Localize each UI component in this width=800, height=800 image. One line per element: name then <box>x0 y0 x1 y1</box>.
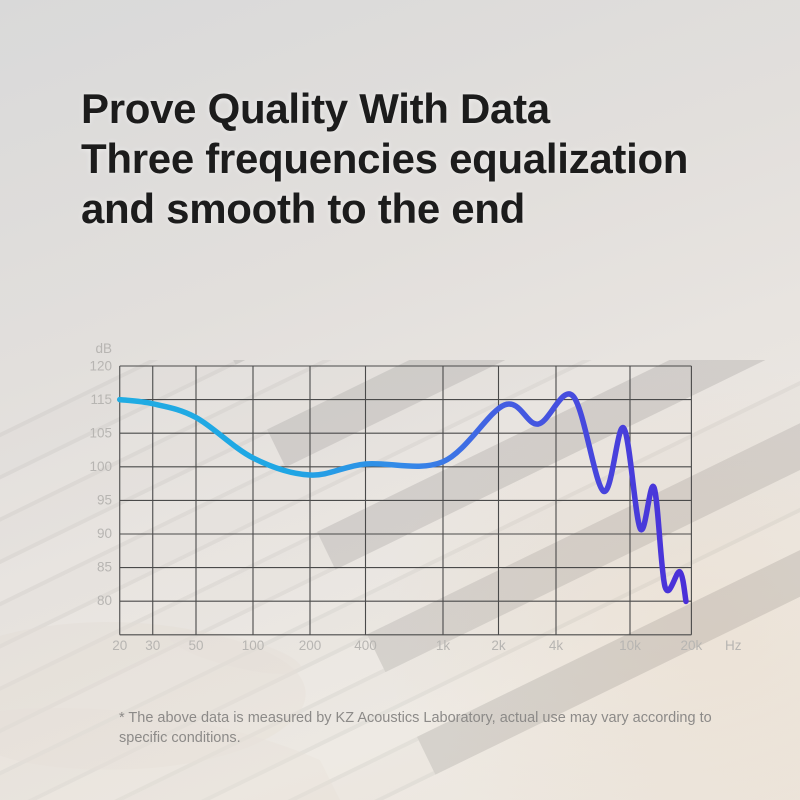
svg-text:20: 20 <box>112 638 127 653</box>
svg-text:20k: 20k <box>681 638 703 653</box>
svg-text:dB: dB <box>95 341 112 356</box>
svg-text:80: 80 <box>97 593 112 608</box>
svg-text:400: 400 <box>354 638 377 653</box>
svg-text:1k: 1k <box>436 638 451 653</box>
svg-text:85: 85 <box>97 560 112 575</box>
svg-text:4k: 4k <box>549 638 564 653</box>
svg-text:115: 115 <box>90 392 112 407</box>
svg-text:105: 105 <box>89 426 112 441</box>
svg-text:120: 120 <box>89 359 112 374</box>
svg-text:100: 100 <box>242 638 265 653</box>
svg-text:90: 90 <box>97 526 112 541</box>
svg-text:100: 100 <box>89 459 112 474</box>
svg-text:30: 30 <box>145 638 160 653</box>
svg-text:50: 50 <box>188 638 203 653</box>
svg-text:10k: 10k <box>619 638 641 653</box>
svg-text:95: 95 <box>97 493 112 508</box>
svg-text:Hz: Hz <box>725 638 742 653</box>
svg-text:200: 200 <box>299 638 322 653</box>
svg-text:2k: 2k <box>491 638 506 653</box>
